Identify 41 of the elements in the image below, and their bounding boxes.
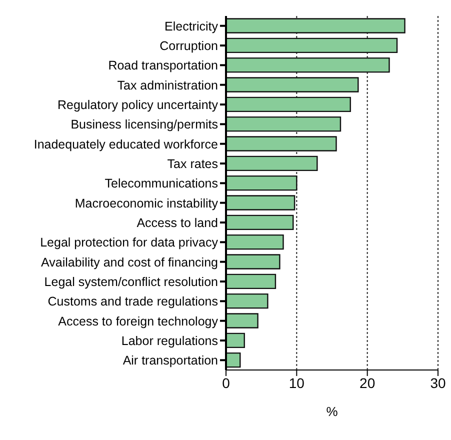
y-tick-label: Tax rates xyxy=(167,156,218,171)
bar xyxy=(226,175,298,191)
x-tick-label: 20 xyxy=(360,374,376,391)
bar xyxy=(226,77,359,92)
y-tick-label: Air transportation xyxy=(122,354,218,368)
y-tick-label: Legal system/conflict resolution xyxy=(44,274,218,289)
y-tick-label: Corruption xyxy=(160,38,218,53)
y-tick-label: Tax administration xyxy=(117,78,218,92)
bar xyxy=(226,234,284,250)
bar xyxy=(226,313,258,328)
bar xyxy=(226,195,296,210)
bar xyxy=(226,332,245,348)
x-tick-label: 0 xyxy=(222,374,230,391)
y-tick-label: Customs and trade regulations xyxy=(48,294,218,309)
x-tick-label: 10 xyxy=(288,374,305,391)
y-tick-label: Road transportation xyxy=(108,58,218,73)
bar xyxy=(226,214,294,230)
y-tick-label: Access to foreign technology xyxy=(58,314,219,328)
y-tick-label: Labor regulations xyxy=(121,334,218,348)
y-tick-label: Macroeconomic instability xyxy=(74,196,219,210)
y-tick-label: Regulatory policy uncertainty xyxy=(58,98,219,112)
bar xyxy=(226,293,268,309)
bar xyxy=(226,116,342,132)
y-tick-label: Availability and cost of financing xyxy=(41,255,218,270)
y-tick-label: Legal protection for data privacy xyxy=(40,236,219,250)
bar xyxy=(226,352,241,368)
bar xyxy=(226,18,406,34)
bar xyxy=(226,96,351,112)
y-tick-label: Electricity xyxy=(164,19,219,34)
y-tick-label: Telecommunications xyxy=(104,176,218,191)
y-tick-label: Business licensing/permits xyxy=(70,118,218,132)
x-axis-title: % xyxy=(326,404,338,419)
bar xyxy=(226,156,318,172)
bar xyxy=(226,38,398,54)
bar xyxy=(226,136,337,152)
y-tick-label: Access to land xyxy=(136,216,218,230)
bar xyxy=(226,57,390,73)
bar xyxy=(226,254,280,270)
x-tick-label: 30 xyxy=(430,374,446,391)
bar xyxy=(226,274,276,290)
y-tick-label: Inadequately educated workforce xyxy=(34,137,218,152)
